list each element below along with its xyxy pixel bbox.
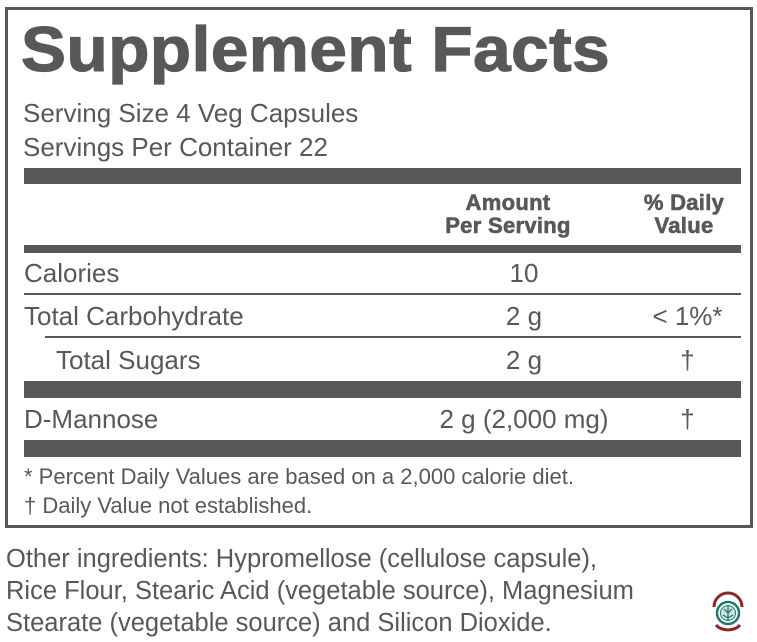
nutrient-daily-value: < 1%*	[652, 301, 723, 331]
divider-thin	[24, 293, 741, 295]
nutrient-name: Total Sugars	[56, 345, 201, 375]
supplement-facts-panel: Supplement Facts Serving Size 4 Veg Caps…	[5, 7, 753, 528]
other-ingredients-line: Other ingredients: Hypromellose (cellulo…	[6, 545, 598, 573]
nutrient-row-total-sugars: Total Sugars 2 g †	[24, 340, 741, 380]
footnote-daily-value-not-established: † Daily Value not established.	[24, 493, 313, 518]
nutrient-name: Calories	[24, 258, 120, 288]
footnote-percent-daily-values: * Percent Daily Values are based on a 2,…	[24, 464, 574, 489]
serving-size: Serving Size 4 Veg Capsules	[23, 98, 359, 128]
divider-medium	[24, 245, 741, 253]
panel-title: Supplement Facts	[20, 14, 611, 85]
other-ingredients: Other ingredients: Hypromellose (cellulo…	[6, 543, 726, 639]
divider-thick	[24, 440, 741, 457]
column-header-dv-line1: % Daily	[643, 190, 725, 215]
nutrient-daily-value: †	[680, 345, 695, 375]
other-ingredients-line: Stearate (vegetable source) and Silicon …	[6, 609, 552, 637]
nutrient-amount: 2 g (2,000 mg)	[439, 404, 609, 434]
divider-thick	[24, 381, 741, 398]
servings-per-container: Servings Per Container 22	[23, 132, 328, 162]
brand-logo-icon	[711, 591, 745, 635]
nutrient-amount: 2 g	[505, 301, 543, 331]
column-header-amount-line1: Amount	[465, 190, 551, 215]
divider-thick	[24, 168, 741, 184]
nutrient-row-total-carbohydrate: Total Carbohydrate 2 g < 1%*	[24, 296, 741, 336]
column-header-amount: Amount Per Serving	[423, 190, 593, 238]
column-header-daily-value: % Daily Value	[624, 190, 744, 238]
nutrient-name: D-Mannose	[24, 404, 159, 434]
nutrient-daily-value: †	[680, 404, 695, 434]
nutrient-amount: 10	[509, 258, 539, 288]
column-header-amount-line2: Per Serving	[445, 213, 571, 238]
divider-thin-indented	[45, 336, 741, 338]
nutrient-row-d-mannose: D-Mannose 2 g (2,000 mg) †	[24, 399, 741, 439]
nutrient-amount: 2 g	[505, 345, 543, 375]
nutrient-name: Total Carbohydrate	[24, 301, 244, 331]
other-ingredients-line: Rice Flour, Stearic Acid (vegetable sour…	[6, 577, 634, 605]
column-header-dv-line2: Value	[654, 213, 714, 238]
nutrient-row-calories: Calories 10	[24, 253, 741, 293]
